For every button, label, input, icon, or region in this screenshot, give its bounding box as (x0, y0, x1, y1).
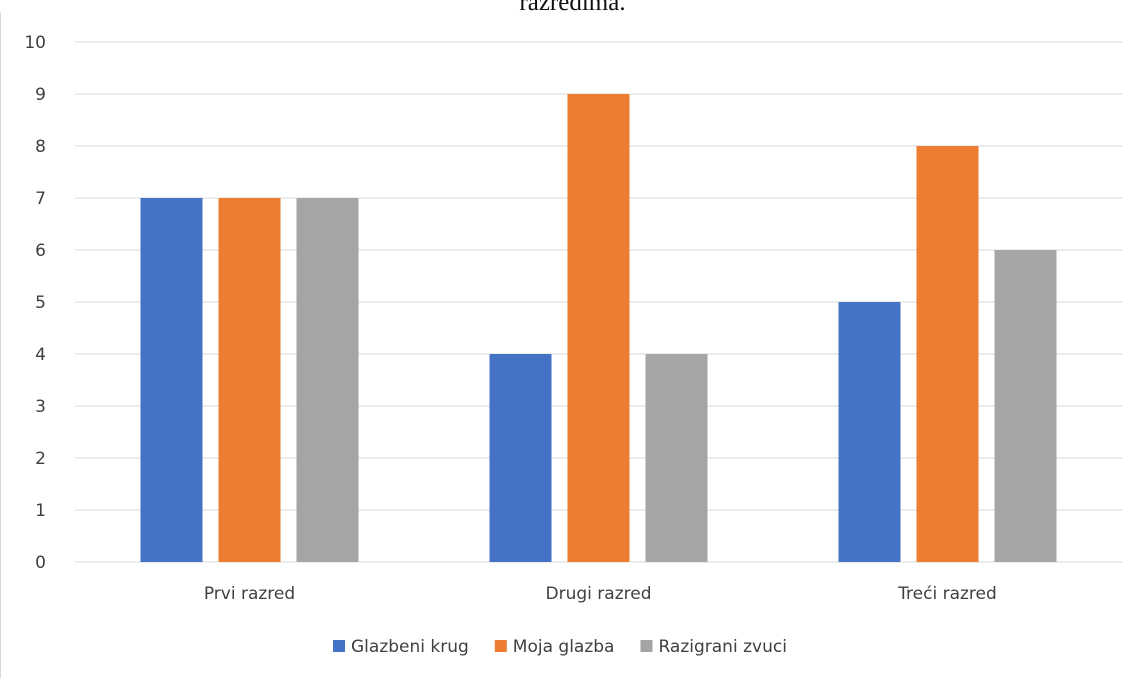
y-tick-label: 9 (35, 85, 46, 105)
y-tick-label: 5 (35, 293, 46, 313)
bar-glazbeni-krug-1[interactable] (140, 198, 203, 562)
y-tick-label: 8 (35, 137, 46, 157)
chart-frame (0, 12, 1144, 678)
legend-label: Moja glazba (513, 637, 615, 657)
y-tick-label: 4 (35, 345, 46, 365)
bar-moja-glazba-1[interactable] (218, 198, 281, 562)
legend-swatch (494, 640, 507, 652)
bar-moja-glazba-3[interactable] (916, 146, 979, 562)
x-category-label: Drugi razred (546, 584, 652, 604)
x-category-label: Prvi razred (204, 584, 295, 604)
legend-label: Glazbeni krug (351, 637, 469, 657)
bar-razigrani-zvuci-2[interactable] (645, 354, 708, 562)
bar-razigrani-zvuci-3[interactable] (994, 250, 1057, 562)
y-tick-label: 0 (35, 553, 46, 573)
bar-razigrani-zvuci-1[interactable] (296, 198, 359, 562)
x-category-label: Treći razred (897, 584, 997, 604)
y-tick-label: 2 (35, 449, 46, 469)
y-tick-label: 1 (35, 501, 46, 521)
legend-swatch (333, 640, 345, 652)
bar-glazbeni-krug-3[interactable] (838, 302, 901, 562)
legend-swatch (640, 640, 653, 652)
legend: Glazbeni krug Moja glazba Razigrani zvuci (333, 637, 787, 657)
bar-glazbeni-krug-2[interactable] (489, 354, 552, 562)
bar-moja-glazba-2[interactable] (567, 94, 630, 562)
y-tick-label: 6 (35, 241, 46, 261)
bars (140, 94, 1057, 562)
y-tick-label: 7 (35, 189, 46, 209)
legend-label: Razigrani zvuci (658, 637, 786, 657)
axis-labels: 0 1 2 3 4 5 6 7 8 9 10 Prvi razred Drugi razred Treći… (24, 33, 996, 604)
y-tick-label: 10 (24, 33, 46, 53)
y-tick-label: 3 (35, 397, 46, 417)
caption-fragment: razredima. (519, 0, 626, 16)
